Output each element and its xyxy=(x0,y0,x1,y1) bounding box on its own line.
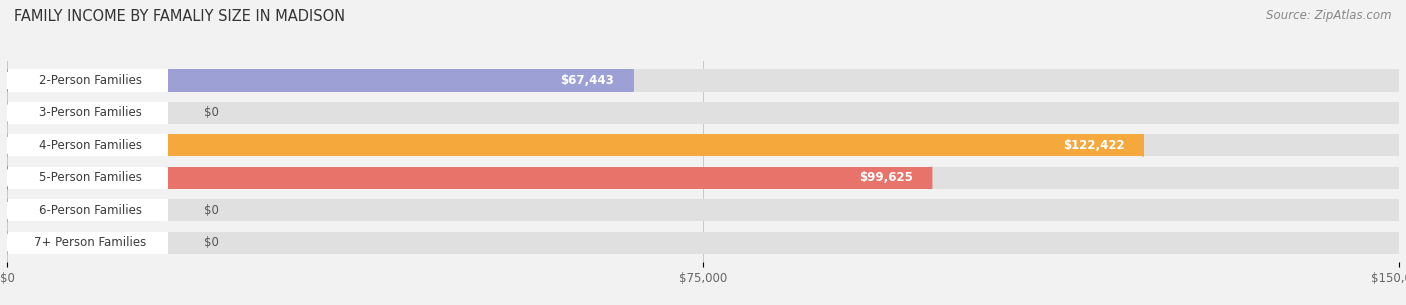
Text: FAMILY INCOME BY FAMALIY SIZE IN MADISON: FAMILY INCOME BY FAMALIY SIZE IN MADISON xyxy=(14,9,346,24)
Text: $0: $0 xyxy=(204,204,219,217)
Bar xyxy=(7,232,1399,254)
Text: 3-Person Families: 3-Person Families xyxy=(39,106,142,120)
Text: 2-Person Families: 2-Person Families xyxy=(39,74,142,87)
Text: Source: ZipAtlas.com: Source: ZipAtlas.com xyxy=(1267,9,1392,22)
Text: $99,625: $99,625 xyxy=(859,171,912,185)
Bar xyxy=(7,199,1399,221)
Text: $0: $0 xyxy=(204,236,219,249)
Bar xyxy=(7,135,1399,156)
Bar xyxy=(7,135,167,156)
Bar xyxy=(7,70,1399,92)
Text: $0: $0 xyxy=(204,106,219,120)
Text: $122,422: $122,422 xyxy=(1063,139,1125,152)
Text: 6-Person Families: 6-Person Families xyxy=(39,204,142,217)
Bar xyxy=(7,70,167,92)
Bar xyxy=(7,70,633,92)
Text: 4-Person Families: 4-Person Families xyxy=(39,139,142,152)
Text: 7+ Person Families: 7+ Person Families xyxy=(34,236,146,249)
Bar xyxy=(7,199,167,221)
Bar xyxy=(7,102,1399,124)
Text: 5-Person Families: 5-Person Families xyxy=(39,171,142,185)
Text: $67,443: $67,443 xyxy=(561,74,614,87)
Bar xyxy=(7,167,167,189)
Bar xyxy=(7,167,932,189)
Bar xyxy=(7,102,167,124)
Bar xyxy=(7,135,1143,156)
Bar xyxy=(7,232,167,254)
Bar xyxy=(7,167,1399,189)
